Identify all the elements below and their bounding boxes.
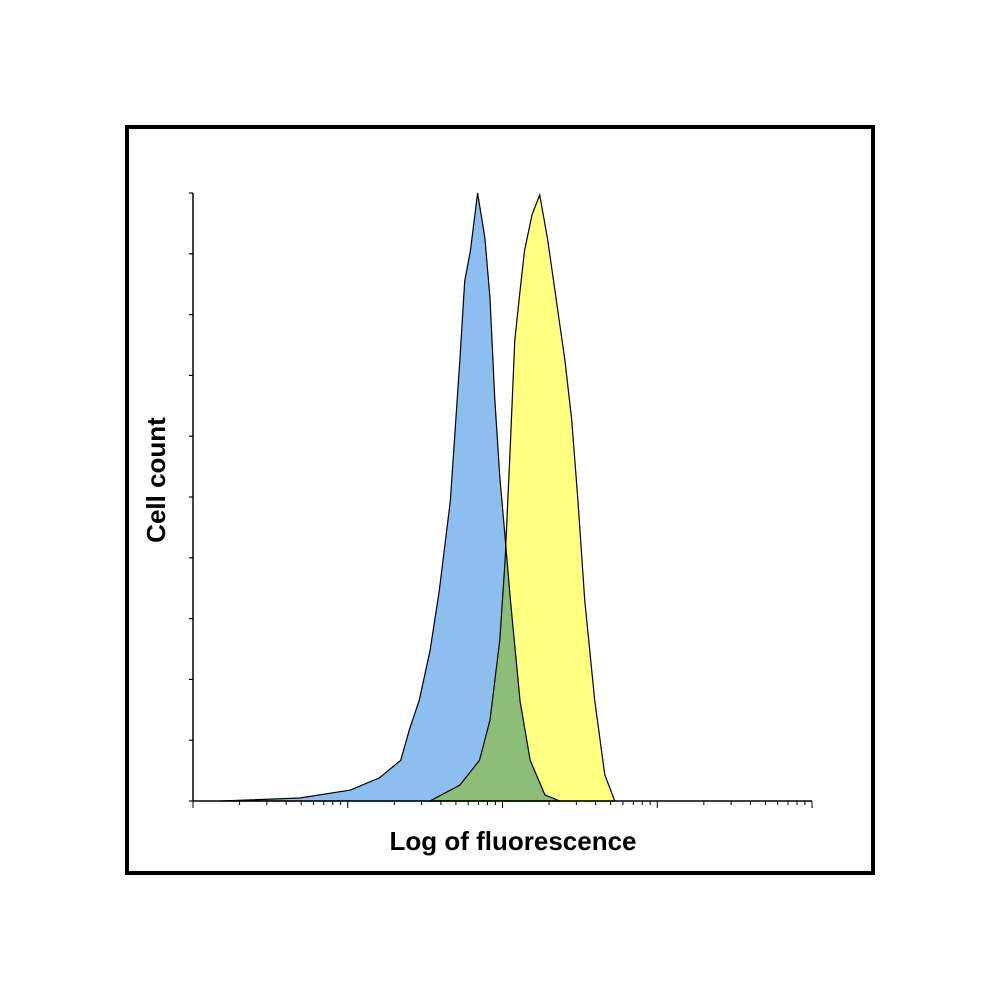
x-axis-label: Log of fluorescence — [389, 826, 636, 856]
y-axis-label: Cell count — [141, 417, 171, 543]
histogram-area — [429, 192, 616, 802]
plot-area — [189, 192, 813, 808]
